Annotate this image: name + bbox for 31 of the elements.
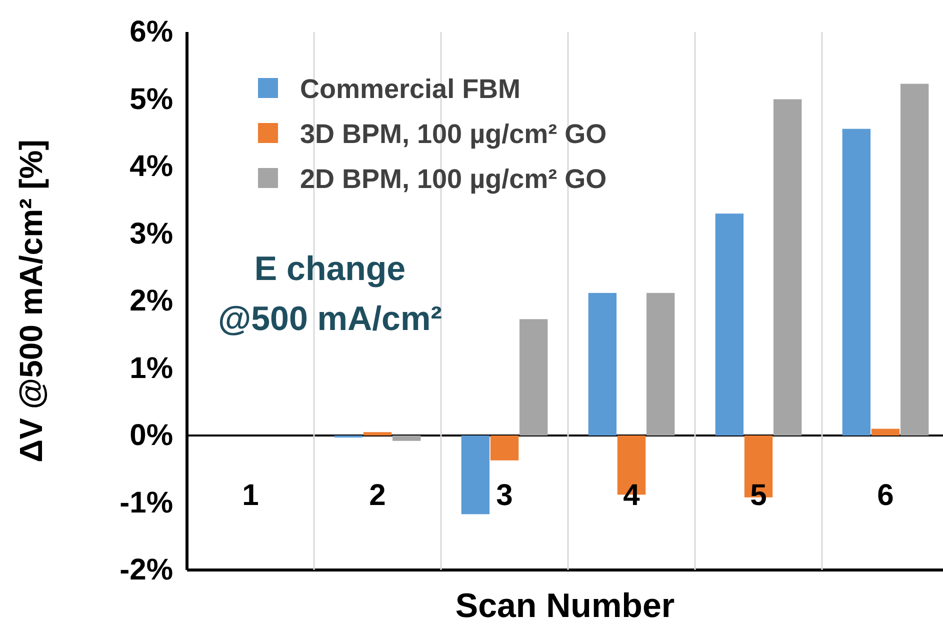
y-axis-title: ΔV @500 mA/cm² [%] (13, 140, 49, 462)
bar (490, 436, 519, 460)
bar (646, 292, 675, 436)
y-tick-label: 4% (130, 150, 173, 184)
y-tick-label: 5% (130, 82, 173, 116)
x-tick-label: 3 (496, 478, 513, 512)
bar (392, 436, 421, 441)
x-tick-label: 1 (242, 478, 259, 512)
bar (519, 319, 548, 436)
bar (773, 99, 802, 436)
y-tick-label: 6% (130, 16, 173, 49)
bar (461, 436, 490, 514)
bar (842, 128, 871, 436)
y-tick-label: 0% (130, 419, 173, 452)
y-tick-label: 1% (130, 352, 173, 385)
legend-label: 2D BPM, 100 µg/cm² GO (300, 164, 607, 194)
legend-label: Commercial FBM (300, 74, 521, 104)
legend-label: 3D BPM, 100 µg/cm² GO (300, 119, 607, 149)
bar (715, 214, 744, 436)
x-tick-label: 6 (877, 478, 894, 512)
annotation: E change @500 mA/cm² (218, 250, 442, 338)
y-tick-label: -2% (120, 554, 173, 587)
x-tick-label: 2 (369, 478, 386, 512)
x-axis-title: Scan Number (455, 587, 675, 624)
bar (363, 432, 392, 436)
bar (900, 84, 929, 436)
y-tick-label: 3% (130, 217, 173, 250)
y-tick-label: -1% (120, 486, 173, 520)
bar (871, 428, 900, 436)
y-tick-label: 2% (130, 284, 173, 318)
bar (588, 292, 617, 436)
